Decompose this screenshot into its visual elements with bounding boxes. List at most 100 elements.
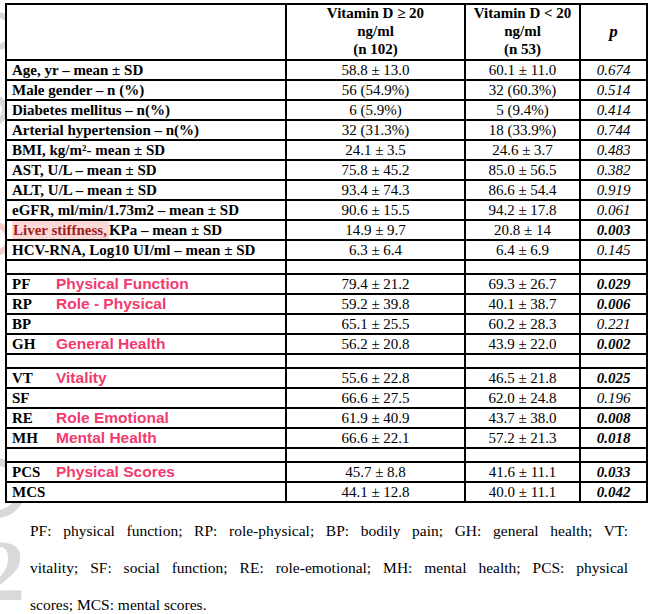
group2-value-cell: 69.3 ± 26.7 [466,275,581,293]
row-label-cell: eGFR, ml/min/1.73m2 – mean ± SD [7,201,287,219]
row-label: ALT, U/L – mean ± SD [12,182,157,199]
group1-value-cell: 65.1 ± 25.5 [287,315,466,333]
group2-value-cell: 86.6 ± 54.4 [466,181,581,199]
row-abbr: GH [12,336,56,353]
p-value-cell: 0.061 [581,201,646,219]
group1-value-cell: 44.1 ± 12.8 [287,483,466,501]
row-abbr: MCS [12,484,56,501]
p-value-cell: 0.033 [581,463,646,481]
table-row: AST, U/L – mean ± SD 75.8 ± 45.2 85.0 ± … [7,159,646,179]
group1-value-cell: 24.1 ± 3.5 [287,141,466,159]
row-label-cell: GH General Health [7,335,287,353]
row-abbr: VT [12,370,56,387]
group1-value-cell: 6 (5.9%) [287,101,466,119]
table-header-row: Vitamin D ≥ 20 ng/ml (n 102) Vitamin D <… [7,5,646,59]
row-label-cell: RP Role - Physical [7,295,287,313]
row-label: Age, yr – mean ± SD [12,62,143,79]
group2-value-cell: 60.1 ± 11.0 [466,61,581,79]
group2-value-cell: 6.4 ± 6.9 [466,241,581,259]
p-value-cell: 0.029 [581,275,646,293]
footnote-line: PF: physical function; RP: role-physical… [30,512,628,549]
row-label-cell: VT Vitality [7,369,287,387]
table-row: Arterial hypertension – n(%) 32 (31.3%) … [7,119,646,139]
group1-value-cell: 66.6 ± 22.1 [287,429,466,447]
row-label-cell: MCS [7,483,287,501]
page: 2 Vitamin D ≥ 20 ng/ml (n 102) Vitamin D… [0,0,656,614]
row-label-cell: BMI, kg/m²- mean ± SD [7,141,287,159]
table-row: Male gender – n (%) 56 (54.9%) 32 (60.3%… [7,79,646,99]
comparison-table: Vitamin D ≥ 20 ng/ml (n 102) Vitamin D <… [5,3,648,503]
row-label-cell: AST, U/L – mean ± SD [7,161,287,179]
group2-value-cell: 41.6 ± 11.1 [466,463,581,481]
row-pink-label: Physical Scores [56,463,175,481]
group1-value-cell: 90.6 ± 15.5 [287,201,466,219]
row-label: HCV-RNA, Log10 UI/ml – mean ± SD [12,242,255,259]
row-label: Male gender – n (%) [12,82,144,99]
group2-value-cell: 43.7 ± 38.0 [466,409,581,427]
p-value-cell: 0.042 [581,483,646,501]
group2-value-cell: 18 (33.9%) [466,121,581,139]
p-value-cell: 0.145 [581,241,646,259]
row-abbr: MH [12,430,56,447]
row-label-cell: PCS Physical Scores [7,463,287,481]
group2-value-cell: 46.5 ± 21.8 [466,369,581,387]
row-label-cell: BP [7,315,287,333]
group1-value-cell: 61.9 ± 40.9 [287,409,466,427]
watermark-glyph: 2 [0,528,25,614]
group1-value-cell: 59.2 ± 39.8 [287,295,466,313]
row-label-cell: SF [7,389,287,407]
table-spacer-row [7,259,646,273]
table-row: PCS Physical Scores 45.7 ± 8.8 41.6 ± 11… [7,461,646,481]
group2-value-cell: 32 (60.3%) [466,81,581,99]
row-label-highlight: Liver stiffness, [12,221,109,239]
group1-value-cell: 14.9 ± 9.7 [287,221,466,239]
group2-value-cell: 20.8 ± 14 [466,221,581,239]
footnote-line: vitality; SF: social function; RE: role-… [30,549,628,586]
row-abbr: SF [12,390,56,407]
table-row: HCV-RNA, Log10 UI/ml – mean ± SD 6.3 ± 6… [7,239,646,259]
row-pink-label: Vitality [56,369,107,387]
row-label-cell: Arterial hypertension – n(%) [7,121,287,139]
group1-value-cell: 58.8 ± 13.0 [287,61,466,79]
header-group2: Vitamin D < 20 ng/ml (n 53) [466,5,581,59]
group2-value-cell: 57.2 ± 21.3 [466,429,581,447]
group1-value-cell: 56.2 ± 20.8 [287,335,466,353]
row-pink-label: Role - Physical [56,295,166,313]
table-spacer-row [7,353,646,367]
row-label-cell: RE Role Emotional [7,409,287,427]
header-empty-cell [7,5,287,59]
group1-value-cell: 79.4 ± 21.2 [287,275,466,293]
group2-value-cell: 5 (9.4%) [466,101,581,119]
table-row: GH General Health 56.2 ± 20.8 43.9 ± 22.… [7,333,646,353]
p-value-cell: 0.003 [581,221,646,239]
table-body: Age, yr – mean ± SD 58.8 ± 13.0 60.1 ± 1… [7,59,646,501]
group2-value-cell: 60.2 ± 28.3 [466,315,581,333]
p-value-cell: 0.483 [581,141,646,159]
row-label-cell: Diabetes mellitus – n(%) [7,101,287,119]
row-label: Arterial hypertension – n(%) [12,122,199,139]
group2-value-cell: 24.6 ± 3.7 [466,141,581,159]
p-value-cell: 0.382 [581,161,646,179]
row-label-cell: ALT, U/L – mean ± SD [7,181,287,199]
row-label-cell: PF Physical Function [7,275,287,293]
table-row: RE Role Emotional 61.9 ± 40.9 43.7 ± 38.… [7,407,646,427]
row-label: eGFR, ml/min/1.73m2 – mean ± SD [12,202,239,219]
group2-value-cell: 85.0 ± 56.5 [466,161,581,179]
table-row: VT Vitality 55.6 ± 22.8 46.5 ± 21.8 0.02… [7,367,646,387]
row-label-cell: Male gender – n (%) [7,81,287,99]
group1-value-cell: 6.3 ± 6.4 [287,241,466,259]
footnote-line: scores; MCS: mental scores. [30,586,628,614]
row-label-cell: HCV-RNA, Log10 UI/ml – mean ± SD [7,241,287,259]
group1-value-cell: 93.4 ± 74.3 [287,181,466,199]
table-row: MH Mental Health 66.6 ± 22.1 57.2 ± 21.3… [7,427,646,447]
header-p: p [581,5,646,59]
table-row: Age, yr – mean ± SD 58.8 ± 13.0 60.1 ± 1… [7,59,646,79]
row-pink-label: Physical Function [56,275,189,293]
row-label: KPa – mean ± SD [109,222,222,239]
group2-value-cell: 62.0 ± 24.8 [466,389,581,407]
group1-value-cell: 75.8 ± 45.2 [287,161,466,179]
p-value-cell: 0.414 [581,101,646,119]
row-label: Diabetes mellitus – n(%) [12,102,170,119]
group2-value-cell: 40.1 ± 38.7 [466,295,581,313]
p-value-cell: 0.002 [581,335,646,353]
